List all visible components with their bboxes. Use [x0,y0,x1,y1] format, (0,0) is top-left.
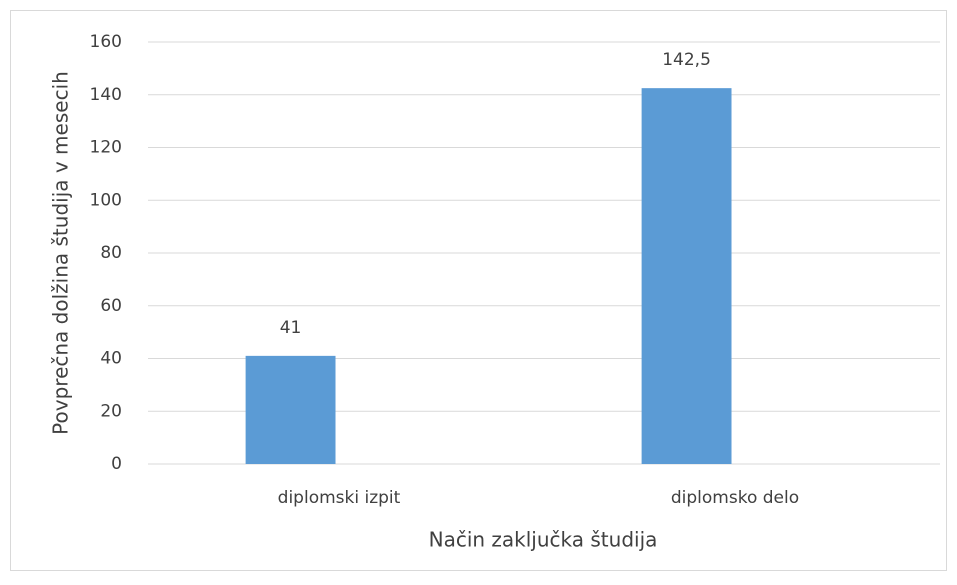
chart-border [10,10,947,571]
y-tick-label: 120 [90,138,122,158]
value-label: 142,5 [662,50,711,70]
x-tick-label: diplomski izpit [278,488,401,508]
bar [641,88,732,464]
y-tick-label: 60 [100,296,122,316]
y-tick-label: 160 [90,32,122,52]
y-tick-label: 40 [100,349,122,369]
y-axis-title: Povprečna dolžina študija v mesecih [49,71,73,435]
y-tick-label: 80 [100,243,122,263]
y-tick-label: 140 [90,85,122,105]
value-label: 41 [280,318,302,338]
y-tick-label: 20 [100,401,122,421]
x-axis-title: Način zaključka študija [429,528,658,552]
y-tick-label: 0 [111,454,122,474]
y-tick-label: 100 [90,190,122,210]
bar [245,355,336,464]
x-tick-label: diplomsko delo [671,488,799,508]
